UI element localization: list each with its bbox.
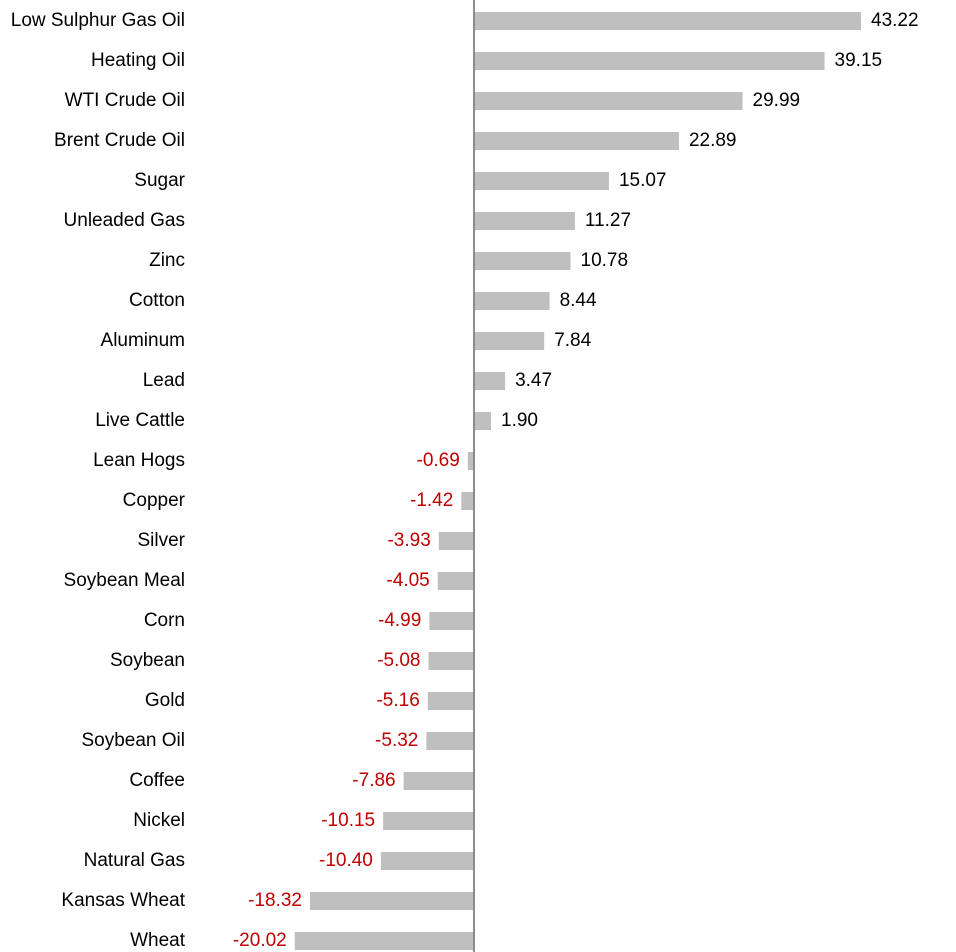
value-label: -20.02 bbox=[233, 930, 287, 951]
category-label: Soybean Oil bbox=[81, 730, 185, 751]
bar bbox=[474, 92, 743, 110]
category-label: Soybean bbox=[110, 650, 185, 671]
bar bbox=[474, 172, 609, 190]
bar bbox=[474, 412, 492, 430]
value-label: -3.93 bbox=[387, 530, 430, 551]
value-label: 1.90 bbox=[501, 410, 538, 431]
value-label: -5.32 bbox=[375, 730, 418, 751]
value-label: -4.99 bbox=[378, 610, 421, 631]
bar bbox=[474, 292, 550, 310]
category-label: Unleaded Gas bbox=[64, 210, 185, 231]
value-label: -10.40 bbox=[319, 850, 373, 871]
bar bbox=[474, 332, 545, 350]
bar bbox=[403, 772, 474, 790]
value-label: 10.78 bbox=[581, 250, 629, 271]
bar bbox=[474, 52, 825, 70]
category-label: Natural Gas bbox=[84, 850, 185, 871]
bar bbox=[383, 812, 474, 830]
category-label: Wheat bbox=[130, 930, 186, 951]
value-label: -5.08 bbox=[377, 650, 420, 671]
category-label: Aluminum bbox=[101, 330, 185, 351]
bar bbox=[426, 732, 474, 750]
bar bbox=[467, 452, 474, 470]
value-label: 8.44 bbox=[560, 290, 597, 311]
value-label: 22.89 bbox=[689, 130, 737, 151]
value-label: -4.05 bbox=[386, 570, 429, 591]
bar bbox=[438, 532, 474, 550]
bar bbox=[427, 692, 474, 710]
category-label: Kansas Wheat bbox=[61, 890, 185, 911]
bar bbox=[474, 212, 575, 230]
value-label: 11.27 bbox=[585, 210, 631, 231]
category-label: Heating Oil bbox=[91, 50, 185, 71]
category-label: Coffee bbox=[129, 770, 185, 791]
value-label: 39.15 bbox=[835, 50, 883, 71]
bar bbox=[474, 252, 571, 270]
value-label: -18.32 bbox=[248, 890, 302, 911]
category-label: Nickel bbox=[133, 810, 185, 831]
category-label: Brent Crude Oil bbox=[54, 130, 185, 151]
value-label: 7.84 bbox=[554, 330, 591, 351]
bar bbox=[461, 492, 474, 510]
category-label: Gold bbox=[145, 690, 185, 711]
value-label: -10.15 bbox=[321, 810, 375, 831]
bar bbox=[429, 612, 474, 630]
category-label: Lead bbox=[143, 370, 185, 391]
category-label: Silver bbox=[137, 530, 185, 551]
bar bbox=[474, 372, 506, 390]
bars bbox=[294, 12, 861, 950]
value-label: -7.86 bbox=[352, 770, 395, 791]
bar bbox=[474, 132, 679, 150]
category-label: Lean Hogs bbox=[93, 450, 185, 471]
bar bbox=[474, 12, 861, 30]
value-label: -1.42 bbox=[410, 490, 453, 511]
value-label: -5.16 bbox=[376, 690, 419, 711]
bar bbox=[294, 932, 474, 950]
value-label: 29.99 bbox=[753, 90, 801, 111]
bar bbox=[380, 852, 474, 870]
value-label: 43.22 bbox=[871, 10, 919, 31]
value-label: -0.69 bbox=[417, 450, 460, 471]
category-label: Copper bbox=[123, 490, 186, 511]
category-label: WTI Crude Oil bbox=[65, 90, 185, 111]
bar bbox=[309, 892, 474, 910]
bar bbox=[428, 652, 474, 670]
value-label: 3.47 bbox=[515, 370, 552, 391]
bar bbox=[437, 572, 474, 590]
category-label: Low Sulphur Gas Oil bbox=[11, 10, 185, 31]
category-label: Corn bbox=[144, 610, 185, 631]
category-label: Sugar bbox=[134, 170, 185, 191]
category-label: Cotton bbox=[129, 290, 185, 311]
category-label: Soybean Meal bbox=[64, 570, 185, 591]
category-label: Live Cattle bbox=[95, 410, 185, 431]
category-label: Zinc bbox=[149, 250, 185, 271]
value-label: 15.07 bbox=[619, 170, 667, 191]
